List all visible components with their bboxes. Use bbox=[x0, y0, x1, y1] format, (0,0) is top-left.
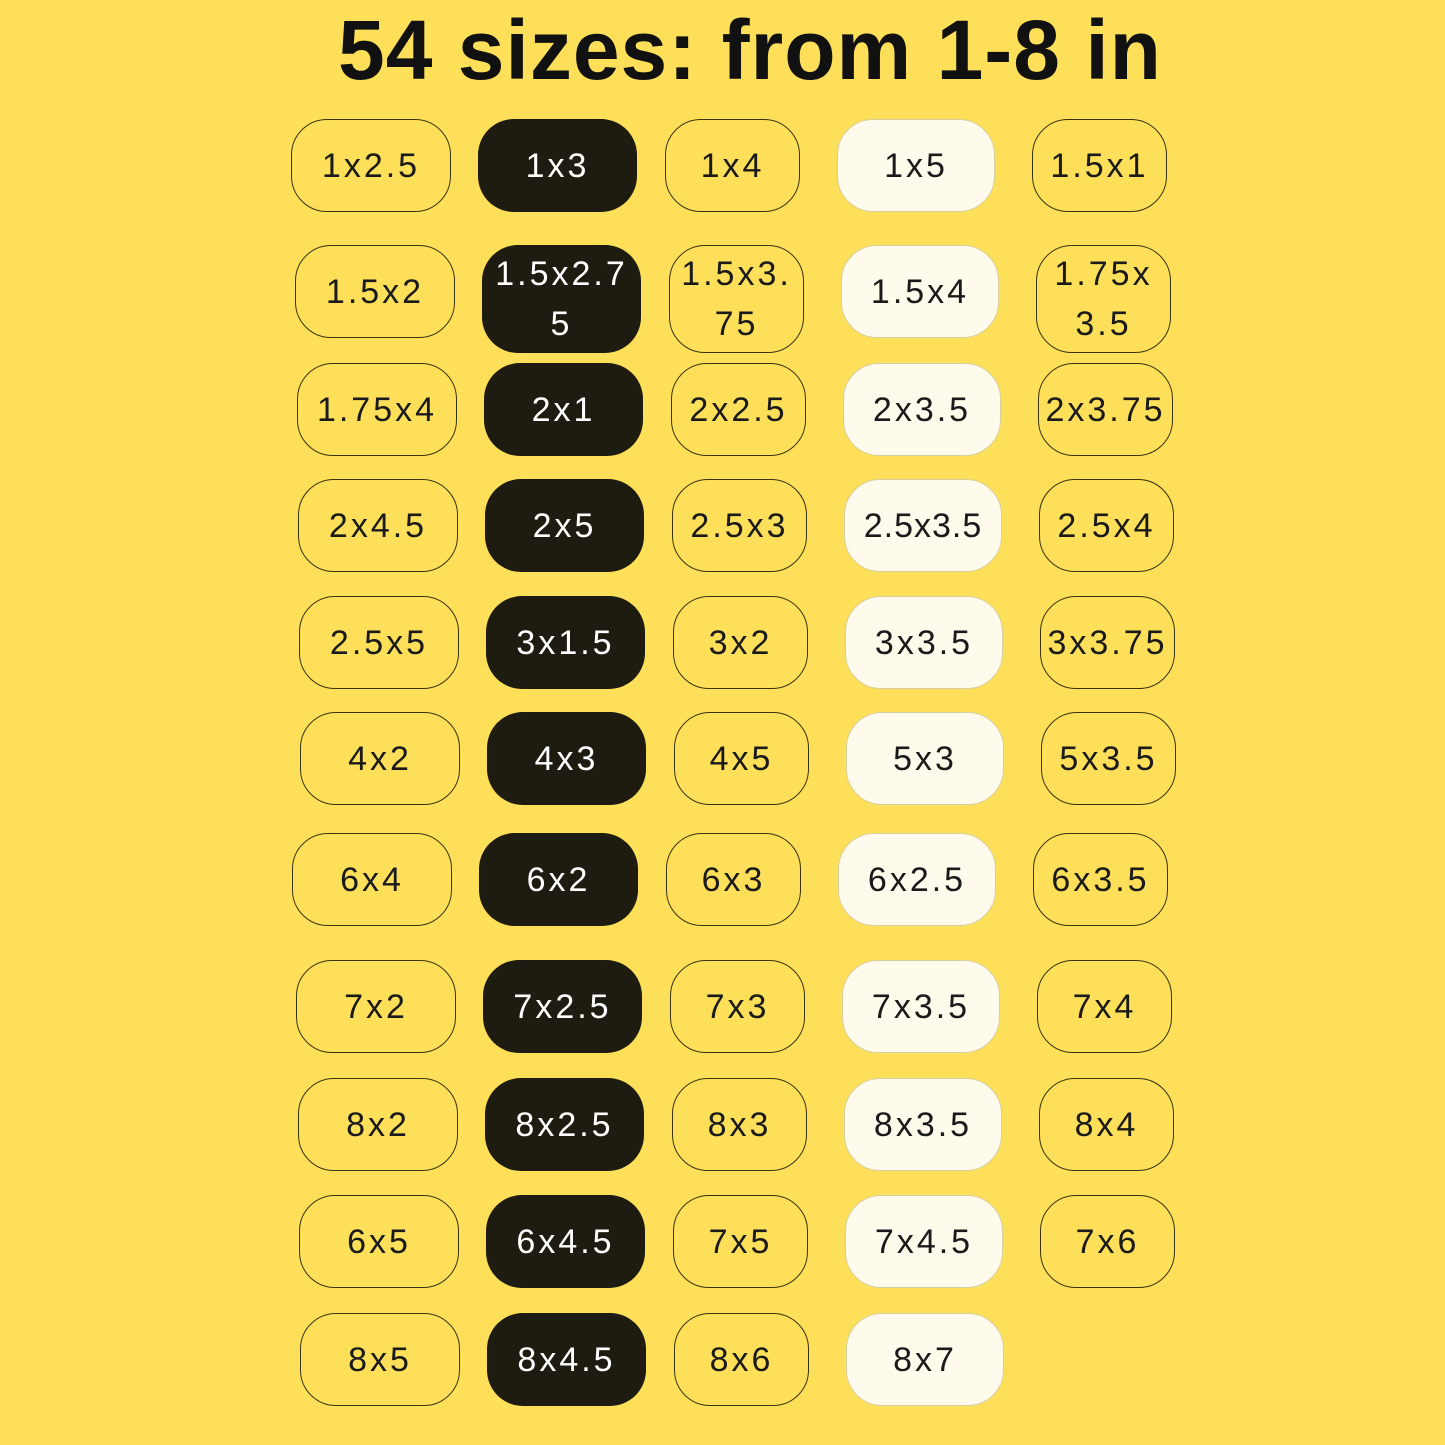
size-option-chip[interactable]: 8x3.5 bbox=[844, 1078, 1002, 1171]
size-option-chip[interactable]: 6x3 bbox=[666, 833, 801, 926]
size-option-chip[interactable]: 8x2.5 bbox=[485, 1078, 644, 1171]
size-option-chip[interactable]: 8x7 bbox=[846, 1313, 1004, 1406]
size-option-chip[interactable]: 4x5 bbox=[674, 712, 809, 805]
size-option-chip[interactable]: 2x5 bbox=[485, 479, 644, 572]
size-option-chip[interactable]: 8x2 bbox=[298, 1078, 458, 1171]
size-option-chip[interactable]: 1.5x1 bbox=[1032, 119, 1167, 212]
size-option-chip[interactable]: 2x3.5 bbox=[843, 363, 1001, 456]
size-option-chip[interactable]: 5x3 bbox=[846, 712, 1004, 805]
size-option-chip[interactable]: 1x4 bbox=[665, 119, 800, 212]
size-option-chip[interactable]: 6x2.5 bbox=[838, 833, 996, 926]
size-option-chip[interactable]: 8x5 bbox=[300, 1313, 460, 1406]
size-option-chip[interactable]: 6x3.5 bbox=[1033, 833, 1168, 926]
size-option-chip[interactable]: 2.5x3 bbox=[672, 479, 807, 572]
size-option-chip[interactable]: 8x4.5 bbox=[487, 1313, 646, 1406]
size-option-chip[interactable]: 7x5 bbox=[673, 1195, 808, 1288]
size-option-chip[interactable]: 2.5x5 bbox=[299, 596, 459, 689]
page-title: 54 sizes: from 1-8 in bbox=[338, 3, 1162, 97]
size-option-chip[interactable]: 2x1 bbox=[484, 363, 643, 456]
size-option-chip[interactable]: 6x2 bbox=[479, 833, 638, 926]
size-option-chip[interactable]: 7x6 bbox=[1040, 1195, 1175, 1288]
size-option-chip[interactable]: 2x3.75 bbox=[1038, 363, 1173, 456]
size-option-chip[interactable]: 3x2 bbox=[673, 596, 808, 689]
size-option-chip[interactable]: 2x4.5 bbox=[298, 479, 458, 572]
size-option-chip[interactable]: 1x2.5 bbox=[291, 119, 451, 212]
size-option-chip[interactable]: 6x4 bbox=[292, 833, 452, 926]
size-option-chip[interactable]: 2x2.5 bbox=[671, 363, 806, 456]
size-option-chip[interactable]: 1x5 bbox=[837, 119, 995, 212]
size-option-chip[interactable]: 1.5x2.75 bbox=[482, 245, 641, 353]
size-option-chip[interactable]: 2.5x4 bbox=[1039, 479, 1174, 572]
size-option-chip[interactable]: 4x3 bbox=[487, 712, 646, 805]
size-option-chip[interactable]: 6x5 bbox=[299, 1195, 459, 1288]
size-option-chip[interactable]: 4x2 bbox=[300, 712, 460, 805]
size-option-chip[interactable]: 1.75x3.5 bbox=[1036, 245, 1171, 353]
size-option-chip[interactable]: 1.5x4 bbox=[841, 245, 999, 338]
size-option-chip[interactable]: 6x4.5 bbox=[486, 1195, 645, 1288]
size-option-chip[interactable]: 7x2 bbox=[296, 960, 456, 1053]
size-option-chip[interactable]: 7x4 bbox=[1037, 960, 1172, 1053]
size-option-chip[interactable]: 8x4 bbox=[1039, 1078, 1174, 1171]
size-option-chip[interactable]: 2.5x3.5 bbox=[844, 479, 1002, 572]
size-option-chip[interactable]: 7x3.5 bbox=[842, 960, 1000, 1053]
size-option-chip[interactable]: 1.5x3.75 bbox=[669, 245, 804, 353]
size-option-chip[interactable]: 5x3.5 bbox=[1041, 712, 1176, 805]
size-option-chip[interactable]: 3x1.5 bbox=[486, 596, 645, 689]
size-option-chip[interactable]: 8x3 bbox=[672, 1078, 807, 1171]
size-option-chip[interactable]: 1.5x2 bbox=[295, 245, 455, 338]
size-option-chip[interactable]: 8x6 bbox=[674, 1313, 809, 1406]
size-option-chip[interactable]: 3x3.75 bbox=[1040, 596, 1175, 689]
size-option-chip[interactable]: 1x3 bbox=[478, 119, 637, 212]
size-option-chip[interactable]: 1.75x4 bbox=[297, 363, 457, 456]
size-option-chip[interactable]: 7x4.5 bbox=[845, 1195, 1003, 1288]
size-option-chip[interactable]: 3x3.5 bbox=[845, 596, 1003, 689]
size-option-chip[interactable]: 7x3 bbox=[670, 960, 805, 1053]
size-option-chip[interactable]: 7x2.5 bbox=[483, 960, 642, 1053]
